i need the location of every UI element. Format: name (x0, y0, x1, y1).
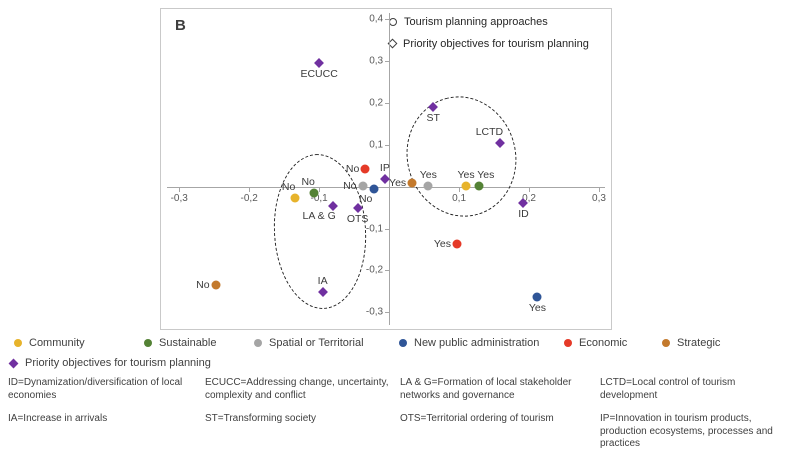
y-axis-tick (385, 270, 389, 271)
legend-item-economic: Economic (564, 337, 627, 349)
priority-legend: Priority objectives for tourism planning (10, 357, 211, 369)
plot-legend-label: Priority objectives for tourism planning (403, 38, 589, 50)
plot-legend-entry: Tourism planning approaches (389, 14, 589, 29)
y-tick-label: -0,1 (366, 223, 383, 234)
abbreviation-definition: IA=Increase in arrivals (8, 413, 205, 451)
new-public-administration-no-label: No (359, 193, 372, 205)
y-axis-tick (385, 19, 389, 20)
new-public-administration-yes-label: Yes (529, 302, 546, 314)
abbreviation-definition: LA & G=Formation of local stakeholder ne… (400, 377, 600, 402)
new-public-administration-dot-icon (399, 339, 407, 347)
plot-legend: Tourism planning approaches Priority obj… (389, 14, 589, 58)
priority-objectives-for-tourism-planning-ia-label: IA (318, 275, 328, 287)
sustainable-dot-icon (144, 339, 152, 347)
abbreviation-definition: IP=Innovation in tourism products, produ… (600, 413, 796, 451)
priority-objectives-for-tourism-planning-lctd-label: LCTD (476, 126, 503, 138)
priority-objectives-for-tourism-planning-ots-label: OTS (347, 213, 369, 225)
abbreviation-definition: ID=Dynamization/diversification of local… (8, 377, 205, 402)
legend-item-strategic: Strategic (662, 337, 720, 349)
y-tick-label: 0,2 (369, 98, 383, 109)
x-tick-label: -0,3 (171, 193, 188, 204)
community-dot-icon (14, 339, 22, 347)
approach-legend: Community Sustainable Spatial or Territori… (0, 337, 800, 351)
y-axis-tick (385, 145, 389, 146)
community-no-label: No (282, 181, 295, 193)
strategic-no-label: No (196, 279, 209, 291)
spatial-or-territorial-dot-icon (254, 339, 262, 347)
strategic-yes-label: Yes (389, 177, 406, 189)
y-tick-label: 0,1 (369, 139, 383, 150)
y-axis-tick (385, 312, 389, 313)
y-axis-tick (385, 103, 389, 104)
y-tick-label: 0,3 (369, 56, 383, 67)
legend-label: Community (29, 337, 85, 349)
sustainable-no-label: No (301, 176, 314, 188)
legend-label: Economic (579, 337, 627, 349)
priority-objectives-for-tourism-planning-ecucc-marker (314, 58, 324, 68)
spatial-or-territorial-no-marker (358, 181, 367, 190)
x-axis-tick (249, 188, 250, 192)
priority-objectives-for-tourism-planning-ecucc-label: ECUCC (300, 68, 337, 80)
community-no-marker (290, 194, 299, 203)
circle-marker-icon (389, 18, 397, 26)
strategic-dot-icon (662, 339, 670, 347)
legend-label: Sustainable (159, 337, 217, 349)
y-tick-label: -0,3 (366, 307, 383, 318)
x-axis-line (167, 187, 605, 188)
community-yes-marker (462, 182, 471, 191)
scatter-plot: B Tourism planning approaches Priority o… (160, 8, 612, 330)
economic-dot-icon (564, 339, 572, 347)
x-axis-tick (179, 188, 180, 192)
spatial-or-territorial-yes-marker (424, 182, 433, 191)
spatial-or-territorial-yes-label: Yes (420, 169, 437, 181)
priority-legend-label: Priority objectives for tourism planning (25, 357, 211, 369)
x-axis-tick (529, 188, 530, 192)
x-axis-tick (599, 188, 600, 192)
economic-no-marker (361, 164, 370, 173)
priority-objectives-for-tourism-planning-id-label: ID (518, 208, 529, 220)
priority-objectives-for-tourism-planning-st-label: ST (426, 112, 439, 124)
x-tick-label: 0,3 (592, 193, 606, 204)
abbreviation-definition: OTS=Territorial ordering of tourism (400, 413, 600, 451)
legend-label: Strategic (677, 337, 720, 349)
legend-label: Spatial or Territorial (269, 337, 364, 349)
legend-item-sustainable: Sustainable (144, 337, 217, 349)
sustainable-yes-marker (474, 182, 483, 191)
legend-item-new-public-administration: New public administration (399, 337, 539, 349)
legend-label: New public administration (414, 337, 539, 349)
sustainable-yes-label: Yes (477, 169, 494, 181)
new-public-administration-yes-marker (533, 293, 542, 302)
economic-yes-label: Yes (434, 238, 451, 250)
legend-item-community: Community (14, 337, 85, 349)
plot-legend-label: Tourism planning approaches (404, 16, 548, 28)
priority-objectives-for-tourism-planning-la-g-label: LA & G (302, 210, 335, 222)
abbreviation-definitions: ID=Dynamization/diversification of local… (8, 377, 798, 451)
community-yes-label: Yes (457, 169, 474, 181)
y-axis-tick (385, 229, 389, 230)
legend-item-spatial-or-territorial: Spatial or Territorial (254, 337, 364, 349)
abbreviation-definition: ST=Transforming society (205, 413, 400, 451)
spatial-or-territorial-no-label: No (343, 180, 356, 192)
economic-no-label: No (346, 163, 359, 175)
strategic-no-marker (211, 281, 220, 290)
cluster-ellipse-2 (393, 84, 530, 229)
y-axis-tick (385, 61, 389, 62)
abbreviation-definition: LCTD=Local control of tourism developmen… (600, 377, 796, 402)
y-tick-label: 0,4 (369, 14, 383, 25)
x-tick-label: -0,2 (241, 193, 258, 204)
y-tick-label: -0,2 (366, 265, 383, 276)
abbreviation-definition: ECUCC=Addressing change, uncertainty, co… (205, 377, 400, 402)
strategic-yes-marker (408, 179, 417, 188)
priority-objectives-for-tourism-planning-ip-label: IP (380, 162, 390, 174)
panel-label: B (175, 17, 186, 34)
economic-yes-marker (452, 240, 461, 249)
priority-diamond-icon (9, 358, 19, 368)
sustainable-no-marker (310, 189, 319, 198)
plot-legend-entry: Priority objectives for tourism planning (389, 36, 589, 51)
